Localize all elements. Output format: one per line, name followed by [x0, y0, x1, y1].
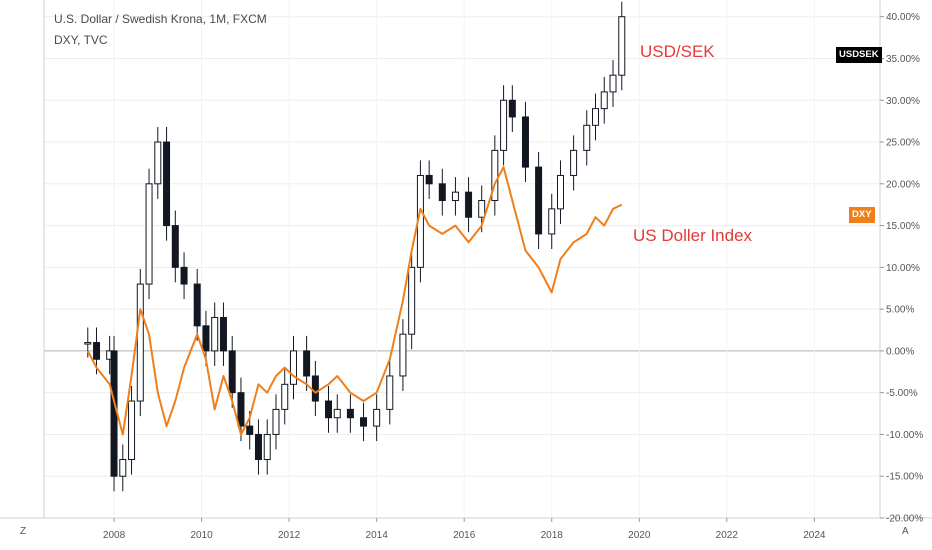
y-tick-label: 15.00% [886, 221, 920, 232]
y-tick-label: -10.00% [886, 430, 923, 441]
usdsek-candle [93, 342, 101, 360]
usdsek-candle [399, 333, 407, 377]
usdsek-candle [281, 383, 289, 410]
dxy-line [86, 166, 623, 436]
usdsek-candle [465, 191, 473, 218]
y-tick-label: 25.00% [886, 138, 920, 149]
dxy-price-badge[interactable]: DXY [849, 207, 875, 223]
usdsek-candle [583, 124, 591, 151]
usdsek-candle [193, 283, 201, 327]
usdsek-candle [438, 183, 446, 202]
usdsek-candle [500, 99, 508, 151]
usdsek-candle [211, 316, 219, 352]
x-tick-label: 2018 [541, 530, 564, 541]
y-tick-label: -20.00% [886, 514, 923, 525]
usdsek-candle [600, 91, 608, 110]
usdsek-candle [609, 74, 617, 93]
usdsek-candle [263, 433, 271, 461]
usdsek-candle [591, 108, 599, 126]
usdsek-candle [491, 149, 499, 202]
y-tick-label: 35.00% [886, 54, 920, 65]
usdsek-candle [535, 166, 543, 235]
usdsek-candle [425, 174, 433, 185]
usdsek-price-badge[interactable]: USDSEK [836, 47, 882, 63]
usdsek-candle [478, 200, 486, 218]
grid-lines [44, 0, 880, 519]
dxy-annotation: US Doller Index [633, 226, 753, 245]
usdsek-candle [202, 325, 210, 352]
y-tick-label: 30.00% [886, 96, 920, 107]
usdsek-candle [289, 350, 297, 385]
y-tick-label: -15.00% [886, 472, 923, 483]
usdsek-candle [333, 408, 341, 419]
x-tick-label: 2024 [803, 530, 826, 541]
chart-subtitle: DXY, TVC [54, 33, 108, 47]
usdsek-candle [171, 225, 179, 268]
usdsek-candle [163, 141, 171, 227]
zoom-button[interactable]: Z [20, 526, 27, 537]
usdsek-candle [246, 425, 254, 435]
usdsek-candle [346, 408, 354, 419]
usdsek-candle [254, 433, 262, 461]
x-tick-label: 2008 [103, 530, 126, 541]
x-tick-label: 2010 [190, 530, 213, 541]
usdsek-candle [180, 266, 188, 285]
usdsek-candle [386, 375, 394, 410]
usdsek-candle [325, 400, 333, 419]
usdsek-candle [219, 316, 227, 352]
y-tick-label: -5.00% [886, 388, 918, 399]
usdsek-candle [451, 191, 459, 202]
x-tick-label: 2014 [366, 530, 389, 541]
usdsek-candle [508, 99, 516, 118]
usdsek-candle [136, 283, 144, 402]
usdsek-candle [119, 459, 127, 477]
usdsek-annotation: USD/SEK [640, 42, 715, 61]
x-tick-label: 2022 [716, 530, 739, 541]
usdsek-candle [556, 174, 564, 210]
y-tick-label: 40.00% [886, 12, 920, 23]
y-tick-label: 20.00% [886, 179, 920, 190]
usdsek-candle [110, 350, 118, 477]
usdsek-candle [154, 141, 162, 185]
usdsek-candle [303, 350, 311, 377]
auto-scale-button[interactable]: A [902, 526, 909, 537]
usdsek-candles [84, 1, 626, 492]
x-tick-label: 2016 [453, 530, 476, 541]
y-tick-label: 0.00% [886, 346, 914, 357]
chart-title: U.S. Dollar / Swedish Krona, 1M, FXCM [54, 12, 267, 26]
usdsek-candle [408, 266, 416, 335]
usdsek-candle [272, 408, 280, 435]
x-tick-label: 2020 [628, 530, 651, 541]
usdsek-candle [311, 375, 319, 402]
usdsek-candle [521, 116, 529, 168]
usdsek-candle [128, 400, 136, 461]
usdsek-candle [360, 417, 368, 427]
usdsek-candle [548, 208, 556, 235]
usdsek-candle [373, 408, 381, 427]
y-tick-label: 10.00% [886, 263, 920, 274]
usdsek-candle [237, 392, 245, 427]
usdsek-candle [618, 16, 626, 76]
x-tick-label: 2012 [278, 530, 301, 541]
y-tick-label: 5.00% [886, 305, 914, 316]
usdsek-candle [145, 183, 153, 285]
dxy-series-line [86, 166, 623, 436]
usdsek-candle [228, 350, 236, 394]
usdsek-candle [570, 149, 578, 176]
usdsek-candle [84, 342, 92, 345]
